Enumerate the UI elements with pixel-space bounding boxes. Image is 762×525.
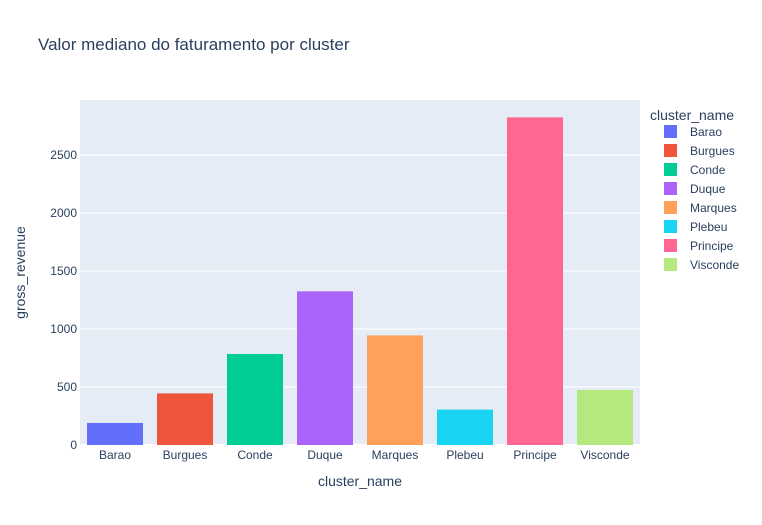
x-tick-label: Conde <box>237 448 273 462</box>
x-tick-label: Visconde <box>580 448 629 462</box>
x-tick-label: Marques <box>372 448 419 462</box>
y-tick-label: 0 <box>70 438 77 452</box>
legend-label[interactable]: Marques <box>690 201 737 215</box>
bar-visconde[interactable] <box>577 389 633 445</box>
y-tick-label: 2000 <box>50 206 77 220</box>
x-tick-label: Barao <box>99 448 131 462</box>
legend-swatch[interactable] <box>664 125 677 138</box>
legend-swatch[interactable] <box>664 163 677 176</box>
legend-label[interactable]: Principe <box>690 239 734 253</box>
legend-swatch[interactable] <box>664 144 677 157</box>
legend-swatch[interactable] <box>664 258 677 271</box>
y-tick-labels: 0 500 1000 1500 2000 2500 <box>50 148 77 452</box>
legend-swatch[interactable] <box>664 182 677 195</box>
bar-conde[interactable] <box>227 353 283 445</box>
y-tick-label: 1500 <box>50 264 77 278</box>
legend-label[interactable]: Burgues <box>690 144 735 158</box>
legend-label[interactable]: Visconde <box>690 258 739 272</box>
legend-label[interactable]: Duque <box>690 182 726 196</box>
legend-swatch[interactable] <box>664 201 677 214</box>
y-tick-label: 2500 <box>50 148 77 162</box>
legend-label[interactable]: Plebeu <box>690 220 727 234</box>
bars <box>87 117 633 445</box>
legend-title: cluster_name <box>650 107 734 123</box>
bar-marques[interactable] <box>367 335 423 445</box>
legend-swatch[interactable] <box>664 220 677 233</box>
legend: cluster_name Barao Burgues Conde Duque Marqu… <box>650 107 739 272</box>
chart-title: Valor mediano do faturamento por cluster <box>38 35 350 54</box>
bar-burgues[interactable] <box>157 393 213 445</box>
x-tick-labels: Barao Burgues Conde Duque Marques Plebeu Princ… <box>99 448 630 462</box>
y-axis-title: gross_revenue <box>12 226 28 319</box>
x-tick-label: Burgues <box>163 448 208 462</box>
bar-barao[interactable] <box>87 422 143 445</box>
x-tick-label: Duque <box>307 448 343 462</box>
bar-duque[interactable] <box>297 291 353 445</box>
legend-label[interactable]: Barao <box>690 125 722 139</box>
y-tick-label: 500 <box>57 380 77 394</box>
legend-label[interactable]: Conde <box>690 163 726 177</box>
x-tick-label: Principe <box>513 448 557 462</box>
x-tick-label: Plebeu <box>446 448 483 462</box>
bar-principe[interactable] <box>507 117 563 445</box>
y-tick-label: 1000 <box>50 322 77 336</box>
legend-swatch[interactable] <box>664 239 677 252</box>
x-axis-title: cluster_name <box>318 473 402 489</box>
bar-plebeu[interactable] <box>437 409 493 445</box>
